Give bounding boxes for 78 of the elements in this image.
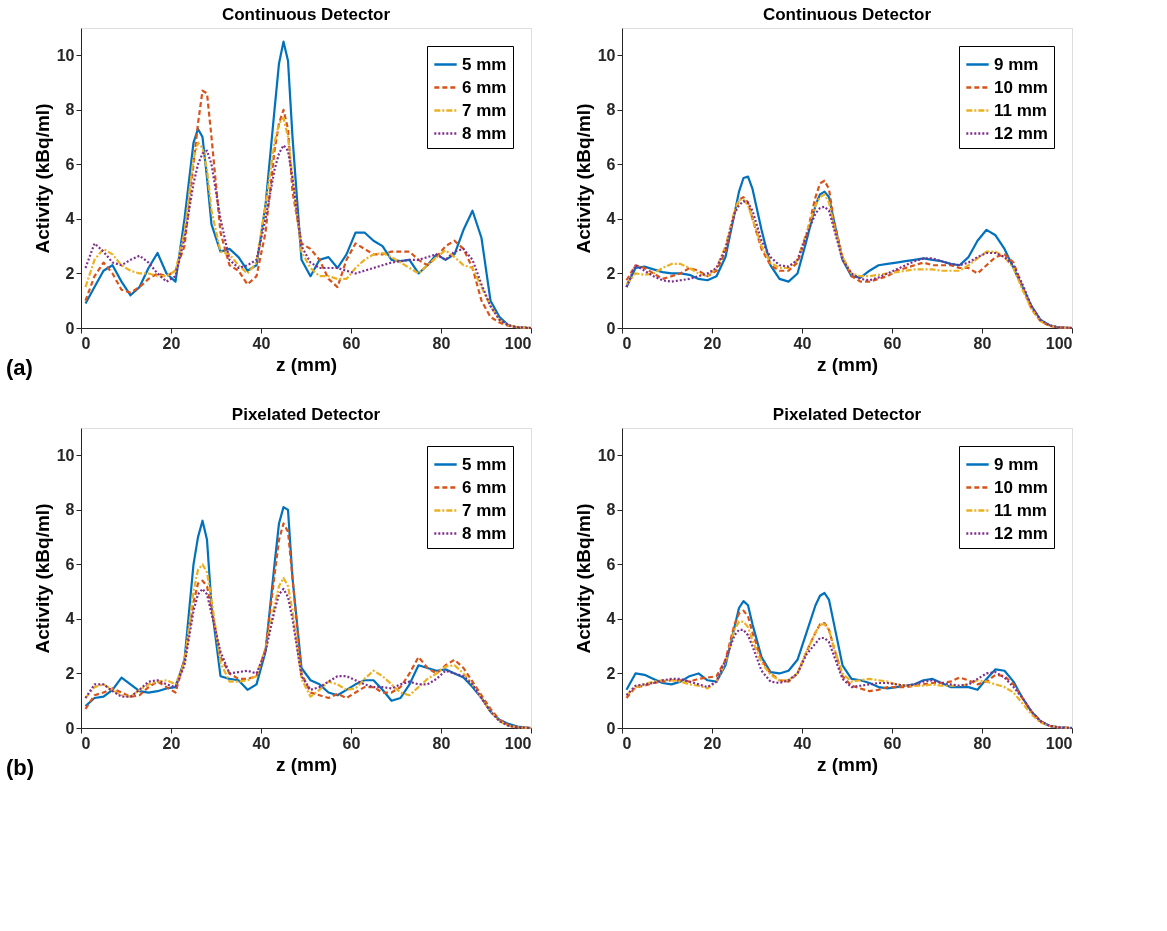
y-tick-label: 0	[65, 719, 75, 737]
y-tick-label: 2	[606, 264, 616, 282]
x-tick-label: 40	[793, 734, 812, 752]
legend-label: 9 mm	[994, 54, 1039, 74]
legend-label: 5 mm	[462, 454, 507, 474]
y-tick-label: 4	[606, 210, 616, 228]
x-axis-title: z (mm)	[275, 753, 338, 775]
legend-label: 9 mm	[994, 454, 1039, 474]
legend-label: 10 mm	[994, 477, 1048, 497]
y-tick-label: 0	[606, 719, 616, 737]
x-tick-label: 20	[703, 734, 722, 752]
x-tick-label: 0	[622, 734, 632, 752]
x-tick-label: 80	[432, 334, 451, 352]
legend-label: 5 mm	[462, 54, 507, 74]
y-tick-label: 0	[606, 319, 616, 337]
y-axis-title: Activity (kBq/ml)	[31, 103, 53, 254]
chart-title: Continuous Detector	[221, 5, 391, 24]
y-tick-label: 2	[65, 664, 75, 682]
chart-title: Continuous Detector	[762, 5, 932, 24]
y-tick-label: 6	[606, 155, 616, 173]
text: (a)	[6, 355, 33, 380]
y-tick-label: 8	[65, 101, 75, 119]
chart-title: Pixelated Detector	[231, 405, 381, 424]
legend-label: 7 mm	[462, 100, 507, 120]
y-tick-label: 6	[65, 555, 75, 573]
x-tick-label: 80	[973, 734, 992, 752]
y-tick-label: 10	[56, 46, 75, 64]
x-tick-label: 60	[342, 334, 361, 352]
x-tick-label: 20	[703, 334, 722, 352]
x-axis-title: z (mm)	[816, 753, 879, 775]
chart-title: Pixelated Detector	[772, 405, 922, 424]
x-tick-label: 0	[81, 334, 91, 352]
x-tick-label: 80	[432, 734, 451, 752]
legend-label: 11 mm	[994, 500, 1047, 520]
x-tick-label: 0	[81, 734, 91, 752]
x-axis-title: z (mm)	[275, 353, 338, 375]
y-axis-title: Activity (kBq/ml)	[572, 503, 594, 654]
legend-label: 6 mm	[462, 77, 507, 97]
y-tick-label: 6	[65, 155, 75, 173]
legend-label: 8 mm	[462, 123, 507, 143]
x-tick-label: 40	[793, 334, 812, 352]
x-tick-label: 80	[973, 334, 992, 352]
x-tick-label: 60	[883, 734, 902, 752]
y-tick-label: 10	[56, 446, 75, 464]
legend-label: 12 mm	[994, 523, 1048, 543]
y-tick-label: 2	[65, 264, 75, 282]
x-tick-label: 100	[504, 734, 532, 752]
x-tick-label: 60	[342, 734, 361, 752]
x-tick-label: 100	[1045, 334, 1073, 352]
x-axis-title: z (mm)	[816, 353, 879, 375]
legend-label: 8 mm	[462, 523, 507, 543]
x-tick-label: 40	[252, 334, 271, 352]
x-tick-label: 20	[162, 734, 181, 752]
y-tick-label: 0	[65, 319, 75, 337]
y-tick-label: 10	[597, 446, 616, 464]
y-tick-label: 6	[606, 555, 616, 573]
legend-label: 12 mm	[994, 123, 1048, 143]
y-tick-label: 10	[597, 46, 616, 64]
legend-label: 11 mm	[994, 100, 1047, 120]
text: (b)	[6, 755, 35, 780]
x-tick-label: 60	[883, 334, 902, 352]
x-tick-label: 20	[162, 334, 181, 352]
y-axis-title: Activity (kBq/ml)	[31, 503, 53, 654]
y-axis-title: Activity (kBq/ml)	[572, 103, 594, 254]
y-tick-label: 8	[65, 501, 75, 519]
x-tick-label: 100	[1045, 734, 1073, 752]
y-tick-label: 4	[606, 610, 616, 628]
legend-label: 10 mm	[994, 77, 1048, 97]
x-tick-label: 40	[252, 734, 271, 752]
y-tick-label: 2	[606, 664, 616, 682]
legend-label: 6 mm	[462, 477, 507, 497]
y-tick-label: 8	[606, 101, 616, 119]
x-tick-label: 0	[622, 334, 632, 352]
y-tick-label: 4	[65, 610, 75, 628]
y-tick-label: 8	[606, 501, 616, 519]
x-tick-label: 100	[504, 334, 532, 352]
y-tick-label: 4	[65, 210, 75, 228]
legend-label: 7 mm	[462, 500, 507, 520]
